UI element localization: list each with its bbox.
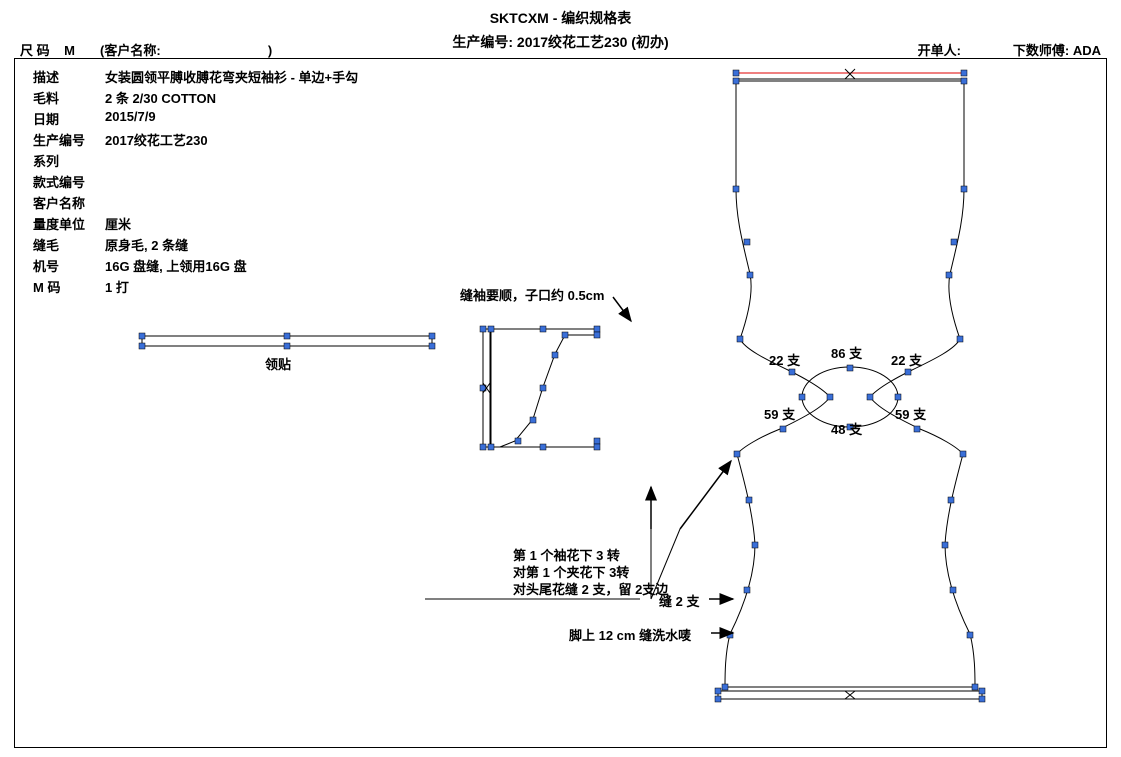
zhi59-right: 59 支 bbox=[895, 404, 926, 423]
spec-value: 厘米 bbox=[105, 214, 131, 233]
sleeve-note-arrow bbox=[613, 297, 631, 321]
spec-label: 客户名称 bbox=[33, 193, 105, 212]
body-arrow-diag bbox=[680, 461, 731, 529]
spec-label: 生产编号 bbox=[33, 130, 105, 149]
customer-field: (客户名称: ) bbox=[100, 40, 272, 59]
spec-label: 缝毛 bbox=[33, 235, 105, 254]
sleeve-shape bbox=[480, 326, 600, 450]
spec-value: 女装圆领平膊收膊花弯夹短袖衫 - 单边+手勾 bbox=[105, 67, 358, 86]
spec-label: 系列 bbox=[33, 151, 105, 170]
spec-label: 款式编号 bbox=[33, 172, 105, 191]
sleeve-note-label: 缝袖要顺，子口约 0.5cm bbox=[460, 285, 604, 304]
spec-row: 毛料2 条 2/30 COTTON bbox=[33, 88, 358, 107]
spec-value: 1 打 bbox=[105, 277, 129, 296]
spec-value: 原身毛, 2 条缝 bbox=[105, 235, 188, 254]
spec-label: 量度单位 bbox=[33, 214, 105, 233]
spec-label: M 码 bbox=[33, 277, 105, 296]
body-shape bbox=[715, 69, 985, 702]
spec-label: 日期 bbox=[33, 109, 105, 128]
customer-label: (客户名称: bbox=[100, 43, 161, 58]
zhi86: 86 支 bbox=[831, 343, 862, 362]
spec-label: 毛料 bbox=[33, 88, 105, 107]
zhi22-left: 22 支 bbox=[769, 350, 800, 369]
customer-close: ) bbox=[268, 43, 272, 58]
spec-table: 描述女装圆领平膊收膊花弯夹短袖衫 - 单边+手勾 毛料2 条 2/30 COTT… bbox=[33, 67, 358, 298]
collar-patch-label: 领贴 bbox=[265, 354, 291, 373]
feng2-label: 缝 2 支 bbox=[659, 591, 699, 610]
spec-row: 描述女装圆领平膊收膊花弯夹短袖衫 - 单边+手勾 bbox=[33, 67, 358, 86]
spec-row: 量度单位厘米 bbox=[33, 214, 358, 233]
spec-row: 客户名称 bbox=[33, 193, 358, 212]
spec-value: 2 条 2/30 COTTON bbox=[105, 88, 216, 107]
spec-row: 机号16G 盘缝, 上领用16G 盘 bbox=[33, 256, 358, 275]
teacher-field: 下数师傅: ADA bbox=[1013, 40, 1101, 59]
spec-row: 生产编号2017绞花工艺230 bbox=[33, 130, 358, 149]
teacher-label: 下数师傅: bbox=[1013, 43, 1069, 58]
zhi48: 48 支 bbox=[831, 419, 862, 438]
doc-title: SKTCXM - 编织规格表 bbox=[0, 8, 1121, 28]
spec-row: 缝毛原身毛, 2 条缝 bbox=[33, 235, 358, 254]
spec-label: 机号 bbox=[33, 256, 105, 275]
note-line3: 对头尾花缝 2 支，留 2支边 bbox=[513, 579, 668, 598]
zhi22-right: 22 支 bbox=[891, 350, 922, 369]
spec-value: 2017绞花工艺230 bbox=[105, 130, 208, 149]
teacher-value: ADA bbox=[1073, 43, 1101, 58]
foot-note-label: 脚上 12 cm 缝洗水唛 bbox=[569, 625, 691, 644]
spec-row: 系列 bbox=[33, 151, 358, 170]
spec-value: 16G 盘缝, 上领用16G 盘 bbox=[105, 256, 247, 275]
spec-label: 描述 bbox=[33, 67, 105, 86]
issuer-label: 开单人: bbox=[918, 40, 961, 59]
spec-row: M 码1 打 bbox=[33, 277, 358, 296]
spec-value: 2015/7/9 bbox=[105, 109, 156, 128]
size-value: M bbox=[64, 43, 75, 58]
zhi59-left: 59 支 bbox=[764, 404, 795, 423]
spec-row: 日期2015/7/9 bbox=[33, 109, 358, 128]
spec-row: 款式编号 bbox=[33, 172, 358, 191]
size-field: 尺 码 M bbox=[20, 40, 75, 59]
spec-frame: 描述女装圆领平膊收膊花弯夹短袖衫 - 单边+手勾 毛料2 条 2/30 COTT… bbox=[14, 58, 1107, 748]
size-label: 尺 码 bbox=[20, 43, 50, 58]
collar-strip-shape bbox=[139, 333, 435, 349]
